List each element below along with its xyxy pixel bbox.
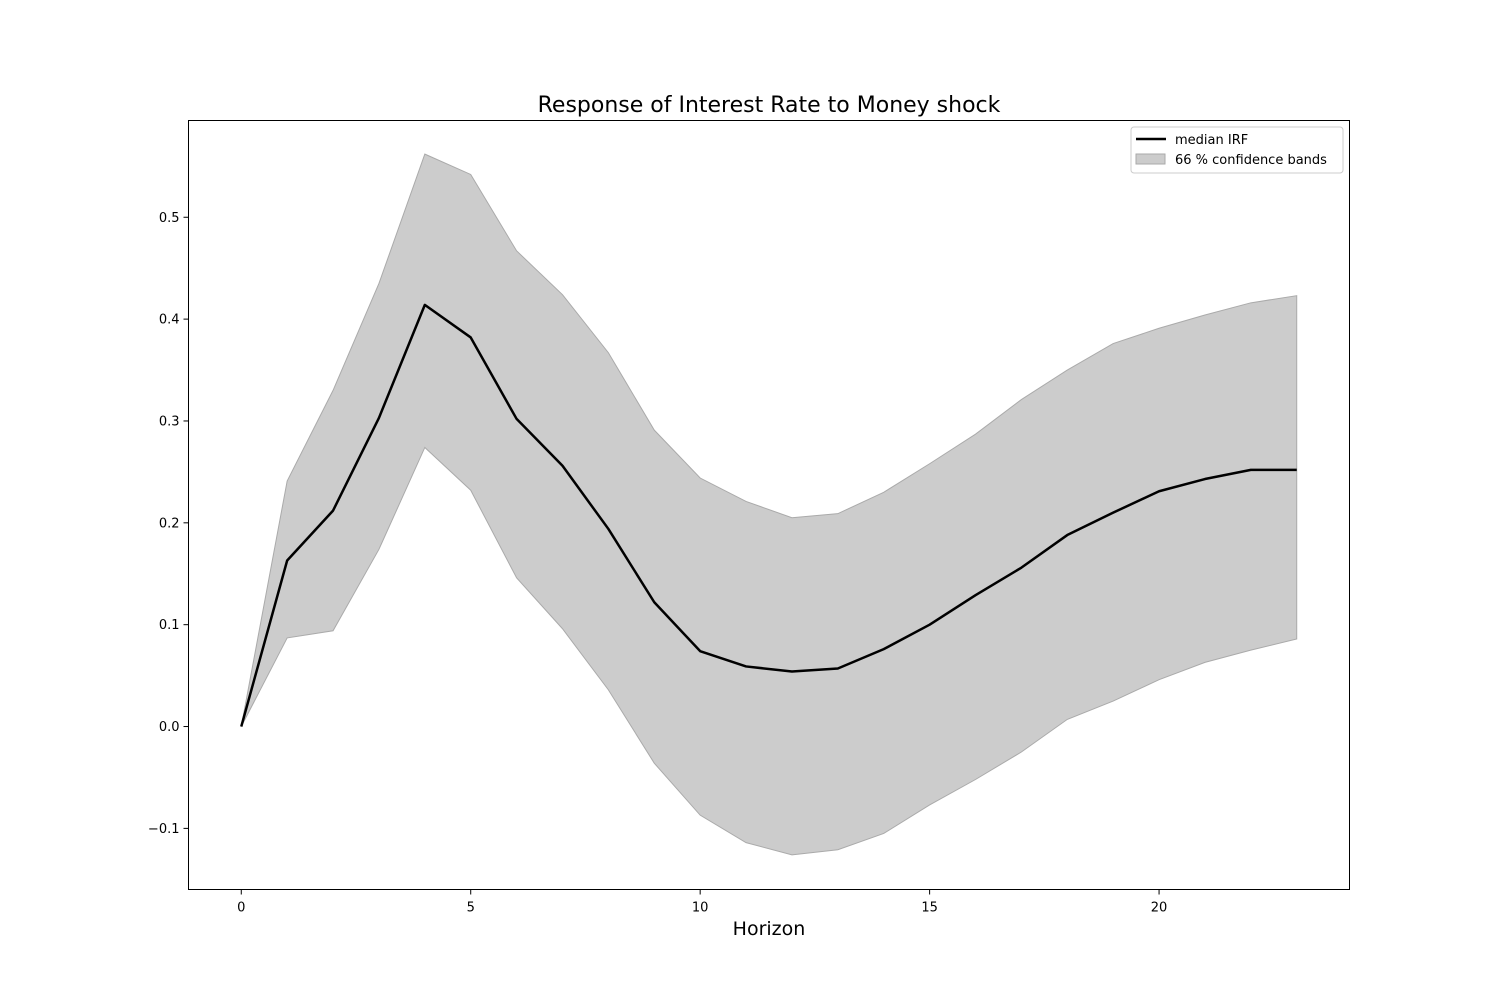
legend-median-label: median IRF	[1175, 133, 1248, 148]
y-tick-label: 0.1	[159, 618, 180, 633]
plot-frame	[188, 120, 1350, 890]
y-tick-label: 0.5	[159, 211, 180, 226]
x-tick-label: 15	[921, 901, 938, 916]
confidence-band	[240, 153, 1298, 856]
y-tick-label: 0.3	[159, 414, 180, 429]
x-tick-label: 0	[237, 901, 245, 916]
y-tick-label: 0.0	[159, 720, 180, 735]
y-tick-label: 0.4	[159, 313, 180, 328]
chart-title: Response of Interest Rate to Money shock	[538, 93, 1001, 118]
y-tick-label: 0.2	[159, 516, 180, 531]
legend-band-swatch	[1135, 153, 1166, 165]
plot-area	[240, 153, 1298, 856]
legend: median IRF 66 % confidence bands	[1130, 126, 1344, 174]
median-irf-line	[240, 303, 1297, 727]
axes: 0 5 10 15 20 −0.1 0.0 0.1 0.2 0.3 0.4 0.5	[148, 211, 1167, 916]
legend-band-label: 66 % confidence bands	[1175, 153, 1327, 168]
x-axis-label: Horizon	[733, 918, 806, 940]
x-tick-label: 10	[692, 901, 709, 916]
x-tick-label: 20	[1151, 901, 1168, 916]
legend-box	[1130, 126, 1344, 174]
y-tick-label: −0.1	[148, 822, 180, 837]
x-tick-label: 5	[467, 901, 475, 916]
